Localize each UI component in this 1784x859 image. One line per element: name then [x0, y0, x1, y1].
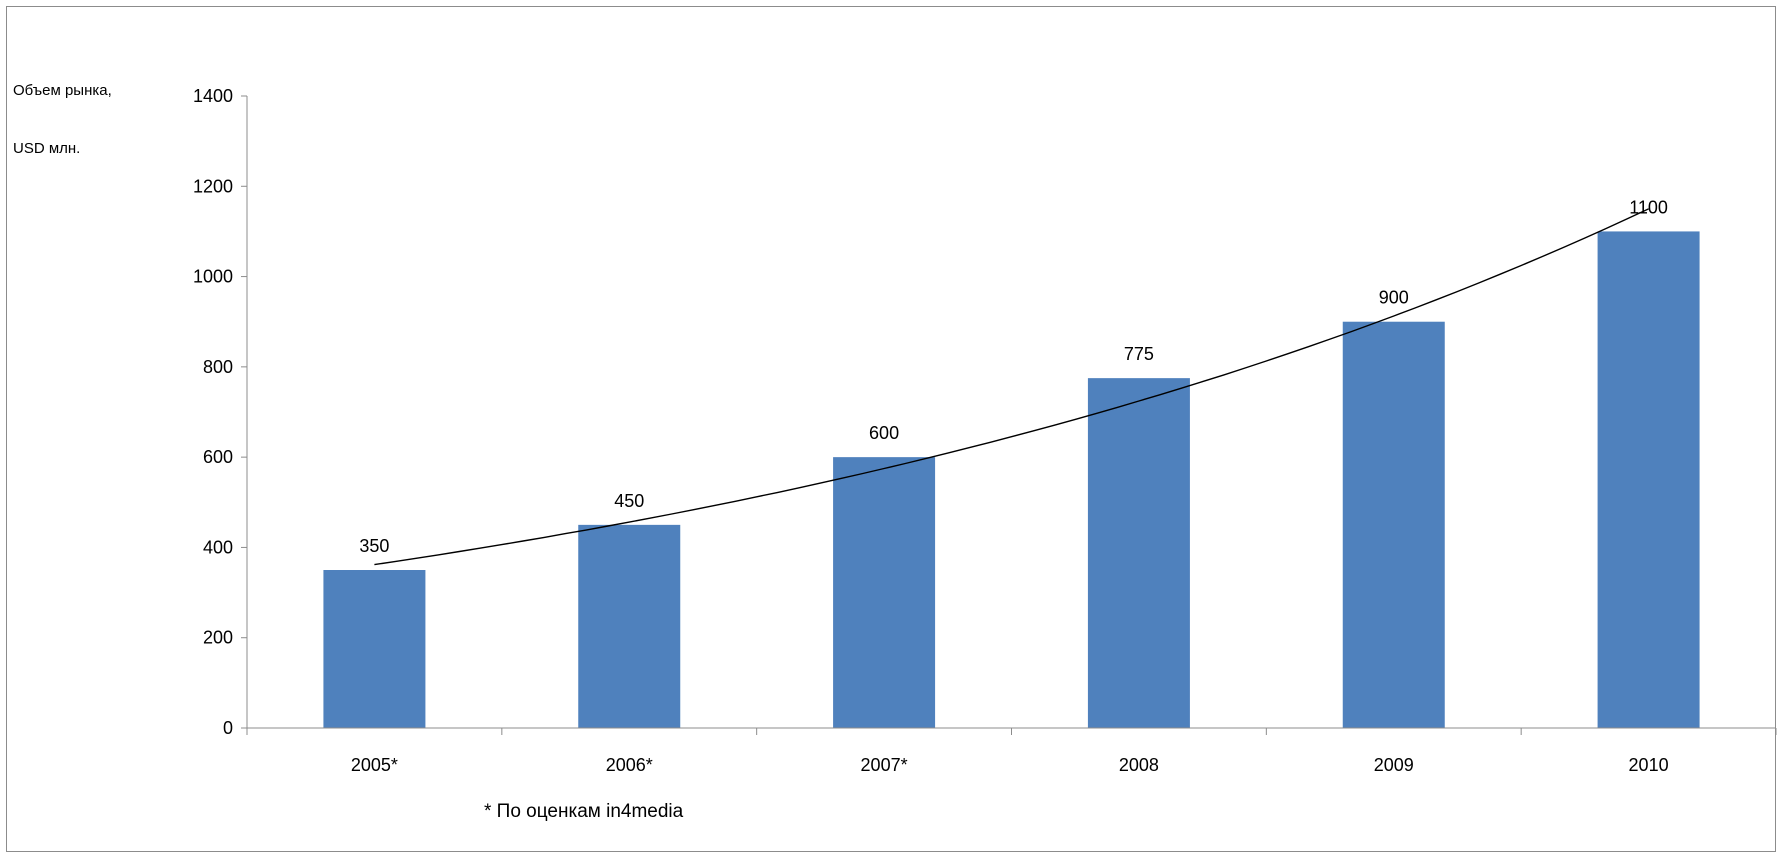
trendline [374, 208, 1649, 566]
y-tick-label-0: 0 [223, 718, 233, 738]
footnote: * По оценкам in4media [484, 801, 684, 822]
axes-layer: 0 200 400 600 800 1000 1200 1400 2005* 2006* 2007*… [193, 86, 1777, 775]
data-label-0: 350 [359, 536, 389, 556]
x-tick-label-0: 2005* [351, 755, 398, 775]
bars-layer [323, 231, 1700, 728]
labels-layer: 350 450 600 775 900 1100 [359, 197, 1668, 556]
x-tick-label-1: 2006* [606, 755, 653, 775]
y-axis-label: Объем рынка, USD млн. [13, 47, 112, 192]
bar-4 [1342, 321, 1445, 728]
x-tick-label-2: 2007* [861, 755, 908, 775]
y-tick-label-5: 1000 [193, 267, 233, 287]
y-tick-label-2: 400 [203, 537, 233, 557]
data-label-4: 900 [1379, 288, 1409, 308]
bar-1 [578, 524, 681, 728]
bar-3 [1087, 378, 1190, 728]
bar-5 [1597, 231, 1700, 728]
y-tick-label-3: 600 [203, 447, 233, 467]
x-tick-label-5: 2010 [1629, 755, 1669, 775]
x-tick-label-3: 2008 [1119, 755, 1159, 775]
data-label-1: 450 [614, 491, 644, 511]
trend-layer [374, 208, 1649, 566]
y-tick-label-4: 800 [203, 357, 233, 377]
y-tick-label-7: 1400 [193, 86, 233, 106]
data-label-2: 600 [869, 423, 899, 443]
bar-0 [323, 570, 426, 728]
y-tick-label-6: 1200 [193, 176, 233, 196]
y-tick-label-1: 200 [203, 628, 233, 648]
data-label-5: 1100 [1629, 197, 1668, 217]
data-label-3: 775 [1124, 344, 1154, 364]
bar-2 [833, 457, 936, 728]
y-axis-label-line-1: Объем рынка, [13, 82, 112, 99]
x-tick-label-4: 2009 [1374, 755, 1414, 775]
y-axis-label-line-2: USD млн. [13, 140, 81, 157]
